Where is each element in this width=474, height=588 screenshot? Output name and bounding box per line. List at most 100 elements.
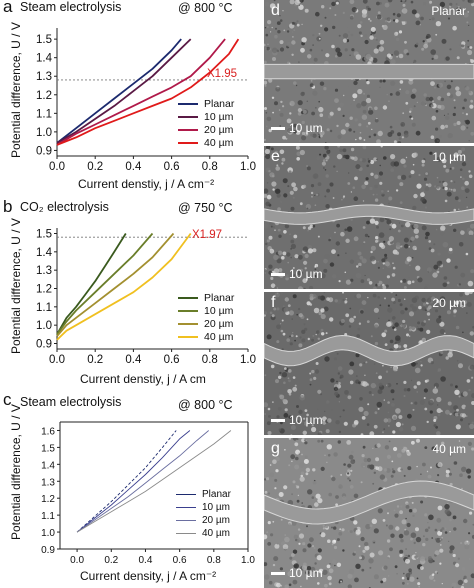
legend-label: 40 µm [204, 330, 234, 343]
legend-label: 10 µm [202, 502, 230, 513]
micrograph-label-d: Planar [431, 4, 466, 18]
x-tick-label-b: 0.0 [49, 354, 65, 366]
x-tick-label-b: 0.8 [202, 354, 218, 366]
legend-item-c-2: 20 µm [176, 514, 231, 527]
scale-text-g: 10 µm [289, 566, 323, 580]
micrograph-letter-d: d [271, 2, 280, 19]
scale-text-d: 10 µm [289, 121, 323, 135]
x-tick-label-c: 0.0 [70, 555, 84, 566]
x-tick-label-a: 1.0 [240, 161, 256, 173]
legend-swatch [176, 533, 196, 534]
y-tick-label-c: 1.6 [41, 426, 55, 437]
y-tick-label-c: 1.4 [41, 460, 55, 471]
x-axis-label-b: Current denstiy, j / A cm [80, 372, 206, 386]
micrograph-letter-f: f [271, 294, 276, 311]
legend-label: 10 µm [204, 304, 234, 317]
micrograph-label-f: 20 µm [432, 296, 466, 310]
x-tick-label-b: 0.4 [125, 354, 142, 366]
micrograph-letter-g: g [271, 440, 280, 457]
panel-letter-a: a [3, 0, 13, 16]
y-axis-label-c: Potential difference, U / V [9, 404, 23, 540]
x-tick-label-a: 0.2 [87, 161, 103, 173]
x-tick-label-b: 0.2 [87, 354, 103, 366]
micrograph-label-e: 10 µm [432, 150, 466, 164]
legend-a: Planar 10 µm 20 µm 40 µm [178, 97, 234, 149]
legend-swatch [178, 115, 198, 118]
scale-bar-f: 10 µm [271, 413, 323, 427]
y-tick-label-a: 1.2 [36, 90, 52, 102]
legend-label: Planar [204, 291, 235, 304]
legend-label: 20 µm [204, 317, 234, 330]
legend-item-b-1: 10 µm [178, 304, 234, 317]
legend-swatch [178, 141, 198, 144]
y-tick-label-b: 1.4 [36, 247, 53, 259]
x-tick-label-b: 0.6 [164, 354, 180, 366]
series-line-a-2 [56, 38, 226, 146]
chart-panel-a: 0.0 0.2 0.4 0.6 0.8 1.0 0.9 1.0 1.1 1.2 1.3 1.4 1.5 … [0, 0, 262, 196]
series-line-b-1 [56, 232, 154, 335]
chart-panel-b: 0.0 0.2 0.4 0.6 0.8 1.0 0.9 1.0 1.1 1.2 1.3 1.4 1.5 … [0, 196, 262, 392]
legend-item-c-0: Planar [176, 488, 231, 501]
legend-label: 10 µm [204, 110, 234, 123]
panel-letter-b: b [3, 197, 13, 216]
scale-text-f: 10 µm [289, 413, 323, 427]
x-tick-label-c: 0.2 [104, 555, 118, 566]
micrograph-e: e 10 µm 10 µm [264, 146, 474, 289]
chart-plot-a: 0.0 0.2 0.4 0.6 0.8 1.0 0.9 1.0 1.1 1.2 1.3 1.4 1.5 [36, 28, 256, 173]
panel-temperature-a: @ 800 °C [178, 1, 233, 15]
y-tick-label-b: 0.9 [36, 339, 52, 351]
scale-bar-d: 10 µm [271, 121, 323, 135]
series-line-b-3 [56, 232, 192, 341]
y-tick-label-a: 1.1 [36, 108, 52, 120]
legend-swatch [178, 102, 198, 105]
x-tick-label-c: 1.0 [241, 555, 255, 566]
legend-label: 40 µm [202, 528, 230, 539]
micrograph-electrolyte-layer [264, 334, 474, 367]
y-tick-label-a: 1.4 [36, 53, 53, 65]
micrograph-image-f [264, 292, 474, 435]
x-tick-label-c: 0.4 [139, 555, 153, 566]
micrograph-electrolyte-layer [264, 63, 474, 80]
legend-swatch [178, 128, 198, 131]
micrograph-letter-e: e [271, 148, 280, 165]
legend-swatch [178, 309, 198, 312]
chart-plot-b: 0.0 0.2 0.4 0.6 0.8 1.0 0.9 1.0 1.1 1.2 1.3 1.4 1.5 [36, 228, 256, 366]
micrograph-image-e [264, 146, 474, 289]
legend-item-a-2: 20 µm [178, 123, 234, 136]
legend-label: 20 µm [202, 515, 230, 526]
y-tick-label-a: 1.3 [36, 71, 52, 83]
legend-c: Planar 10 µm 20 µm 40 µm [176, 488, 231, 540]
legend-label: 40 µm [204, 136, 234, 149]
scale-bar-e: 10 µm [271, 267, 323, 281]
legend-item-b-0: Planar [178, 291, 234, 304]
y-tick-label-c: 1.1 [41, 511, 55, 522]
legend-item-c-1: 10 µm [176, 501, 231, 514]
legend-label: Planar [204, 97, 235, 110]
x-tick-label-a: 0.6 [164, 161, 180, 173]
x-tick-label-a: 0.8 [202, 161, 218, 173]
legend-swatch [176, 507, 196, 508]
legend-item-b-3: 40 µm [178, 330, 234, 343]
y-tick-label-b: 1.0 [36, 320, 52, 332]
series-line-c-0 [76, 430, 177, 533]
axes-c: 0.0 0.2 0.4 0.6 0.8 1.0 0.9 1.0 1.1 1.2 1.3 1.4 1.5 1… [41, 421, 255, 566]
panel-title-c: Steam electrolysis [20, 395, 122, 409]
panel-title-a: Steam electrolysis [20, 0, 122, 14]
y-tick-label-b: 1.3 [36, 265, 52, 277]
micrograph-texture [264, 146, 474, 289]
x-tick-label-c: 0.6 [173, 555, 187, 566]
series-line-b-0 [56, 233, 127, 335]
axes-a: 0.0 0.2 0.4 0.6 0.8 1.0 0.9 1.0 1.1 1.2 1.3 1.4 1.5 [36, 28, 256, 173]
y-tick-label-a: 1.5 [36, 34, 52, 46]
legend-label: Planar [202, 489, 231, 500]
legend-item-a-1: 10 µm [178, 110, 234, 123]
legend-swatch [176, 520, 196, 521]
y-tick-label-c: 1.5 [41, 443, 55, 454]
chart-panel-c: 0.0 0.2 0.4 0.6 0.8 1.0 0.9 1.0 1.1 1.2 1.3 1.4 1.5 1… [0, 390, 262, 588]
legend-item-a-3: 40 µm [178, 136, 234, 149]
y-tick-label-a: 1.0 [36, 127, 52, 139]
series-line-c-3 [76, 430, 232, 533]
y-tick-label-c: 0.9 [41, 545, 55, 556]
series-line-a-0 [56, 38, 182, 144]
micrograph-label-g: 40 µm [432, 442, 466, 456]
